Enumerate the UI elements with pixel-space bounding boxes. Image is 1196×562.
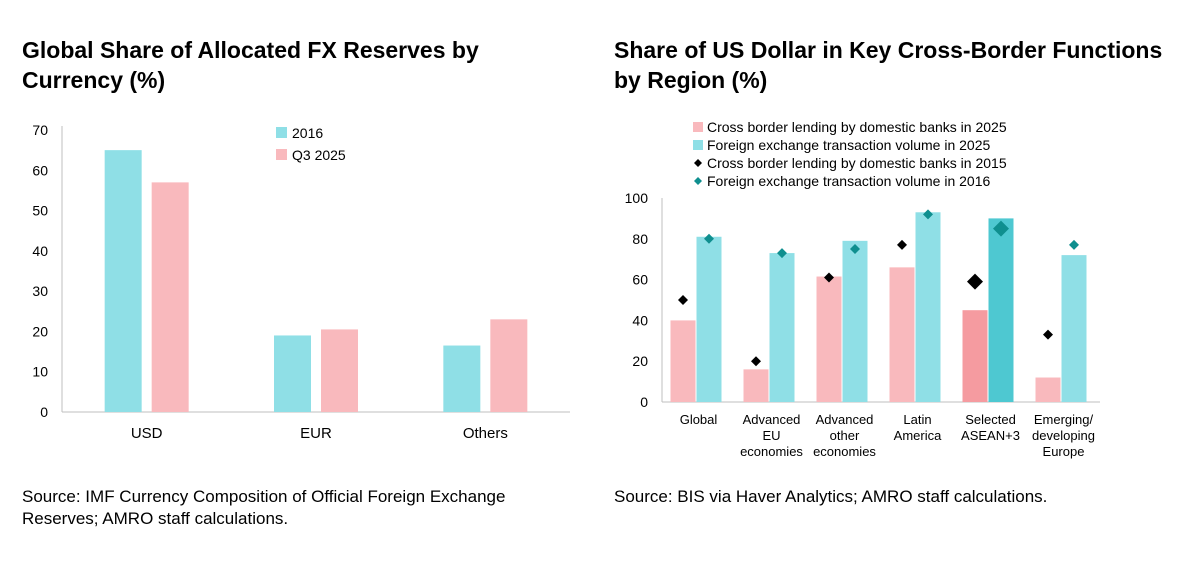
left-x-tick-label: EUR bbox=[300, 425, 332, 442]
right-x-tick-label: Latin bbox=[903, 412, 931, 427]
left-y-tick-label: 70 bbox=[32, 122, 48, 138]
left-chart-source: Source: IMF Currency Composition of Offi… bbox=[22, 487, 506, 528]
right-bar-lending-2025 bbox=[889, 267, 915, 402]
right-x-tick-label: America bbox=[894, 428, 942, 443]
right-x-tick-label: economies bbox=[740, 444, 803, 459]
right-legend-label: Foreign exchange transaction volume in 2… bbox=[707, 137, 991, 153]
left-legend-swatch bbox=[276, 149, 287, 160]
left-bar-2016 bbox=[104, 150, 142, 412]
left-y-tick-label: 0 bbox=[40, 404, 48, 420]
right-bar-fx-2025 bbox=[1061, 255, 1087, 402]
right-marker-lending-2015 bbox=[1043, 329, 1053, 340]
right-legend-label: Cross border lending by domestic banks i… bbox=[707, 155, 1007, 171]
right-x-tick-label: other bbox=[830, 428, 860, 443]
right-y-tick-label: 100 bbox=[625, 190, 649, 206]
left-y-tick-label: 10 bbox=[32, 364, 48, 380]
right-y-tick-label: 40 bbox=[632, 312, 648, 328]
left-legend-label: 2016 bbox=[292, 125, 323, 141]
right-bar-fx-2025 bbox=[696, 236, 722, 402]
right-y-tick-label: 20 bbox=[632, 353, 648, 369]
right-y-tick-label: 80 bbox=[632, 231, 648, 247]
left-bar-2016 bbox=[274, 335, 311, 412]
right-x-tick-label: Emerging/ bbox=[1034, 412, 1094, 427]
right-bar-fx-2025 bbox=[842, 240, 868, 402]
right-marker-lending-2015 bbox=[897, 239, 907, 250]
right-y-tick-label: 0 bbox=[640, 394, 648, 410]
right-bar-fx-2025 bbox=[988, 218, 1014, 402]
right-x-tick-label: economies bbox=[813, 444, 876, 459]
right-bar-lending-2025 bbox=[962, 310, 988, 402]
right-chart-title: Share of US Dollar in Key Cross-Border F… bbox=[614, 37, 1163, 93]
right-legend-swatch bbox=[693, 122, 703, 132]
right-bar-lending-2025 bbox=[743, 369, 769, 402]
right-legend-marker bbox=[694, 177, 702, 185]
right-marker-fx-2016 bbox=[1069, 239, 1079, 250]
right-legend-label: Foreign exchange transaction volume in 2… bbox=[707, 173, 991, 189]
right-bar-fx-2025 bbox=[769, 253, 795, 402]
right-legend-swatch bbox=[693, 140, 703, 150]
right-x-tick-label: Global bbox=[680, 412, 718, 427]
right-x-tick-label: EU bbox=[762, 428, 780, 443]
right-x-tick-label: Advanced bbox=[743, 412, 801, 427]
right-x-tick-label: Selected bbox=[965, 412, 1016, 427]
right-y-tick-label: 60 bbox=[632, 272, 648, 288]
right-marker-fx-2016 bbox=[923, 209, 933, 220]
right-x-tick-label: ASEAN+3 bbox=[961, 428, 1020, 443]
right-marker-fx-2016 bbox=[993, 220, 1009, 237]
right-bar-fx-2025 bbox=[915, 212, 941, 402]
right-chart-source: Source: BIS via Haver Analytics; AMRO st… bbox=[614, 487, 1048, 506]
left-legend-label: Q3 2025 bbox=[292, 147, 346, 163]
right-x-tick-label: Advanced bbox=[816, 412, 874, 427]
left-y-tick-label: 30 bbox=[32, 283, 48, 299]
right-marker-fx-2016 bbox=[777, 248, 787, 259]
right-marker-fx-2016 bbox=[704, 233, 714, 244]
left-bar-q3-2025 bbox=[321, 329, 358, 412]
right-legend-marker bbox=[694, 159, 702, 167]
left-x-tick-label: USD bbox=[131, 425, 163, 442]
right-marker-lending-2015 bbox=[824, 272, 834, 283]
left-y-tick-label: 60 bbox=[32, 162, 48, 178]
left-legend-swatch bbox=[276, 127, 287, 138]
left-bar-q3-2025 bbox=[490, 319, 528, 412]
right-bar-lending-2025 bbox=[1035, 377, 1061, 402]
left-chart-title: Global Share of Allocated FX Reserves by… bbox=[22, 37, 479, 93]
left-x-tick-label: Others bbox=[463, 425, 508, 442]
right-marker-lending-2015 bbox=[967, 273, 983, 290]
right-legend-label: Cross border lending by domestic banks i… bbox=[707, 119, 1007, 135]
right-marker-fx-2016 bbox=[850, 244, 860, 254]
left-bar-q3-2025 bbox=[151, 182, 189, 412]
left-y-tick-label: 40 bbox=[32, 243, 48, 259]
right-x-tick-label: Europe bbox=[1043, 444, 1085, 459]
left-bar-2016 bbox=[443, 345, 481, 412]
right-x-tick-label: developing bbox=[1032, 428, 1095, 443]
right-bar-lending-2025 bbox=[816, 276, 842, 402]
left-y-tick-label: 20 bbox=[32, 323, 48, 339]
left-y-tick-label: 50 bbox=[32, 203, 48, 219]
right-marker-lending-2015 bbox=[678, 295, 688, 305]
right-marker-lending-2015 bbox=[751, 356, 761, 367]
right-bar-lending-2025 bbox=[670, 320, 696, 402]
